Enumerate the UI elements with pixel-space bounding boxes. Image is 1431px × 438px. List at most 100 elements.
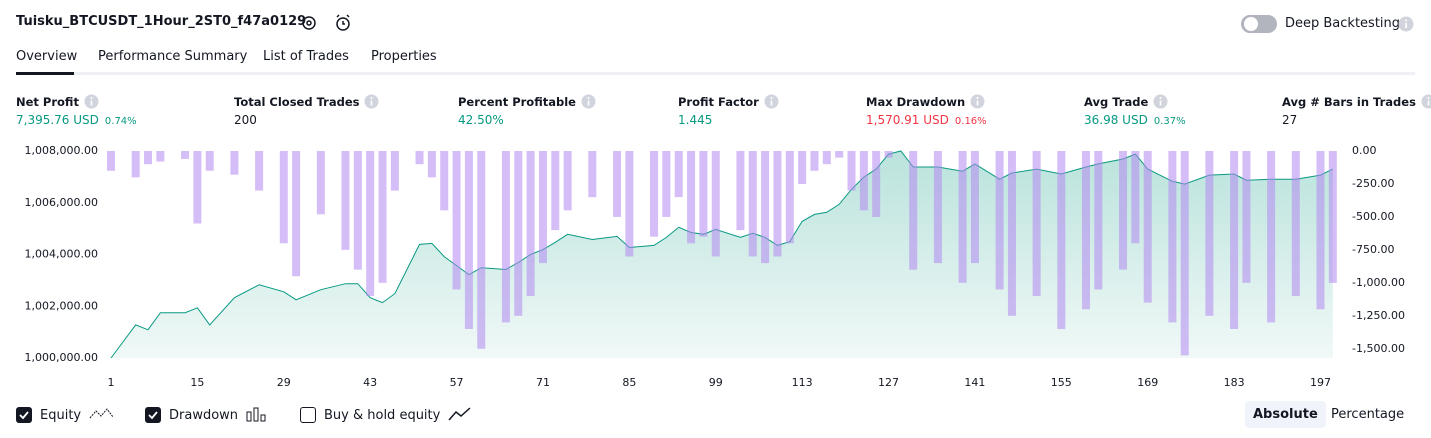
drawdown-bar xyxy=(292,151,301,277)
drawdown-bar xyxy=(748,151,757,257)
metric-label: Avg Trade xyxy=(1084,94,1168,109)
checkbox[interactable] xyxy=(16,407,32,423)
x-tick-label: 43 xyxy=(363,376,377,389)
metric-percent: 0.16% xyxy=(954,116,987,127)
y-tick-label: 1,008,000.00 xyxy=(25,144,98,157)
metric-value-text: 42.50% xyxy=(458,113,504,127)
legend-item[interactable]: Equity xyxy=(16,406,115,423)
drawdown-bar xyxy=(452,151,461,290)
y2-tick-label: -500.00 xyxy=(1352,210,1394,223)
x-tick-label: 15 xyxy=(190,376,204,389)
legend-icon xyxy=(246,407,266,422)
equity-area xyxy=(111,151,1333,358)
drawdown-bar xyxy=(501,151,510,323)
tab[interactable]: Overview xyxy=(16,49,78,64)
drawdown-bar xyxy=(761,151,770,264)
metric-label: Percent Profitable xyxy=(458,94,596,109)
metric-label: Max Drawdown xyxy=(866,94,985,109)
drawdown-bar xyxy=(1267,151,1276,323)
metric-value: 200 xyxy=(234,113,257,127)
drawdown-bar xyxy=(588,151,597,198)
legend-item[interactable]: Buy & hold equity xyxy=(300,406,472,423)
drawdown-bar xyxy=(970,151,979,264)
drawdown-bar xyxy=(181,151,190,159)
drawdown-bar xyxy=(1291,151,1300,297)
drawdown-bar xyxy=(156,151,165,162)
metric-value: 42.50% xyxy=(458,113,504,127)
info-icon xyxy=(764,94,779,109)
metric-label-text: Percent Profitable xyxy=(458,95,576,109)
toggle[interactable] xyxy=(1240,14,1280,36)
drawdown-bar xyxy=(1007,151,1016,316)
metric-percent: 0.37% xyxy=(1153,116,1186,127)
tab[interactable]: Properties xyxy=(371,49,437,64)
check-mark xyxy=(148,411,158,420)
drawdown-bar xyxy=(1328,151,1337,283)
tab[interactable]: Performance Summary xyxy=(98,49,248,64)
legend-item[interactable]: Drawdown xyxy=(145,406,268,423)
drawdown-bar xyxy=(514,151,523,316)
drawdown-bar xyxy=(1119,151,1128,270)
legend-label: Drawdown xyxy=(169,408,239,423)
info-icon xyxy=(1421,94,1431,109)
header-icons[interactable] xyxy=(298,13,358,33)
metric-value-text: 1.445 xyxy=(678,113,713,127)
legend-icon xyxy=(89,408,114,419)
drawdown-bar xyxy=(415,151,424,165)
drawdown-bar xyxy=(798,151,807,184)
chart: 1,000,000.00 1,002,000.00 1,004,000.00 1,00… xyxy=(25,144,1405,389)
strategy-title: Tuisku_BTCUSDT_1Hour_2ST0_f47a0129 xyxy=(16,14,307,29)
info-icon xyxy=(84,94,99,109)
metric-label-text: Net Profit xyxy=(16,95,79,109)
scale-button[interactable]: Absolute xyxy=(1245,401,1326,428)
metric-value: 36.98 USD 0.37% xyxy=(1084,113,1186,127)
drawdown-bar xyxy=(551,151,560,231)
drawdown-bar xyxy=(625,151,634,257)
check-mark xyxy=(19,411,29,420)
drawdown-bar xyxy=(1032,151,1041,297)
metric-label: Avg # Bars in Trades xyxy=(1282,94,1431,109)
info-icon xyxy=(970,94,985,109)
metric-value: 7,395.76 USD 0.74% xyxy=(16,113,137,127)
drawdown-bar xyxy=(1205,151,1214,316)
drawdown-bar xyxy=(341,151,350,250)
drawdown-bar xyxy=(230,151,239,175)
metric-label-text: Avg # Bars in Trades xyxy=(1282,95,1416,109)
drawdown-bar xyxy=(353,151,362,270)
drawdown-bar xyxy=(440,151,449,211)
drawdown-bar xyxy=(773,151,782,257)
x-tick-label: 71 xyxy=(536,376,550,389)
legend-label: Equity xyxy=(40,408,82,423)
x-tick-label: 197 xyxy=(1310,376,1331,389)
drawdown-bar xyxy=(144,151,153,165)
drawdown-bar xyxy=(427,151,436,178)
drawdown-bar xyxy=(711,151,720,257)
drawdown-bar xyxy=(255,151,264,191)
drawdown-bar xyxy=(464,151,473,329)
y2-tick-label: 0.00 xyxy=(1352,144,1377,157)
metric-value-text: 1,570.91 USD xyxy=(866,113,949,127)
drawdown-bar xyxy=(995,151,1004,290)
legend-label: Buy & hold equity xyxy=(324,408,441,423)
y-tick-label: 1,002,000.00 xyxy=(25,299,98,312)
drawdown-bar xyxy=(650,151,659,237)
checkbox[interactable] xyxy=(300,407,316,423)
drawdown-bar xyxy=(131,151,140,178)
y2-tick-label: -1,500.00 xyxy=(1352,342,1405,355)
x-tick-label: 1 xyxy=(108,376,115,389)
tab[interactable]: List of Trades xyxy=(263,49,349,64)
drawdown-bar xyxy=(378,151,387,283)
drawdown-bar xyxy=(316,151,325,215)
x-tick-label: 113 xyxy=(792,376,813,389)
metric-label-text: Profit Factor xyxy=(678,95,759,109)
x-tick-label: 85 xyxy=(622,376,636,389)
drawdown-bar xyxy=(909,151,918,270)
metric-label-text: Avg Trade xyxy=(1084,95,1149,109)
x-tick-label: 57 xyxy=(450,376,464,389)
metric-percent: 0.74% xyxy=(104,116,137,127)
scale-button[interactable]: Percentage xyxy=(1331,407,1405,422)
drawdown-bar xyxy=(699,151,708,237)
drawdown-bar xyxy=(526,151,535,297)
checkbox[interactable] xyxy=(145,407,161,423)
drawdown-bar xyxy=(872,151,881,217)
